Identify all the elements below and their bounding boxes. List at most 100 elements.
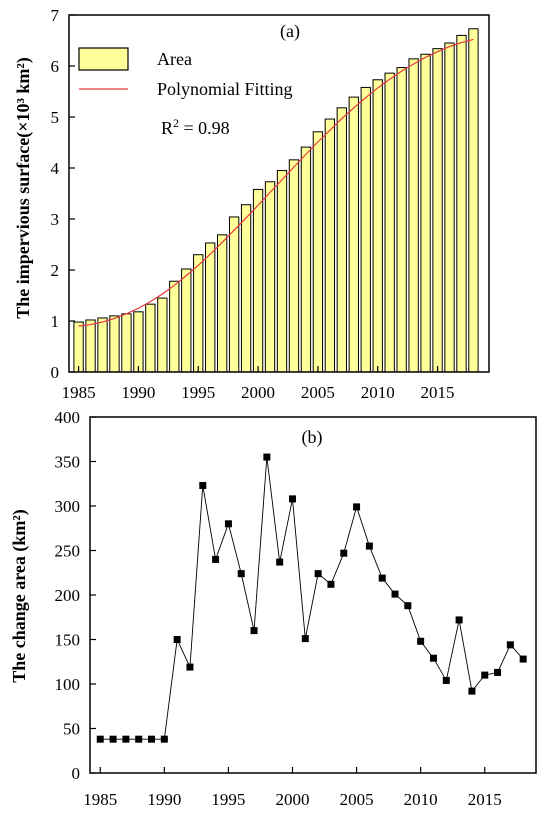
bar-1999 <box>240 204 252 373</box>
x-tick-label: 1985 <box>83 790 117 809</box>
bar-2016 <box>444 42 455 373</box>
y-axis-ticks-a: 0 1 2 3 4 5 6 7 <box>51 6 75 382</box>
bar-1989 <box>121 313 132 373</box>
bar-1990 <box>133 311 144 373</box>
bar-1986 <box>85 319 96 373</box>
point-2000 <box>288 495 296 503</box>
x-tick-label: 2010 <box>404 790 438 809</box>
y-axis-ticks-b: 0 50 100 150 200 250 300 350 400 <box>55 408 96 783</box>
point-2017 <box>506 641 514 649</box>
bar-1995 <box>193 254 204 373</box>
point-2016 <box>494 668 502 676</box>
point-2015 <box>481 671 489 679</box>
bar-2006 <box>324 118 336 373</box>
r-squared-value: = 0.98 <box>179 118 230 138</box>
point-2004 <box>340 549 348 557</box>
y-tick-label: 3 <box>51 210 60 229</box>
y-tick-label: 4 <box>51 159 60 178</box>
bar-2009 <box>360 86 371 373</box>
plot-frame-b <box>89 416 537 774</box>
x-axis-ticks-b: 1985 1990 1995 2000 2005 2010 2015 <box>83 767 502 809</box>
point-1991 <box>173 636 181 643</box>
bar-1985 <box>73 321 84 373</box>
bar-2002 <box>276 170 288 373</box>
point-2007 <box>378 574 386 582</box>
x-axis-ticks-a: 1985 1990 1995 2000 2005 2010 2015 <box>62 366 455 402</box>
bar-2012 <box>396 67 407 373</box>
bar-2014 <box>420 53 431 373</box>
point-2014 <box>468 687 476 695</box>
point-1998 <box>263 453 271 461</box>
y-axis-title-a: The impervious surface(×10³ km²) <box>13 57 34 319</box>
point-2008 <box>391 590 399 598</box>
point-2001 <box>301 635 309 643</box>
bar-2010 <box>372 79 383 373</box>
bar-2017 <box>456 34 467 373</box>
point-2013 <box>455 616 463 624</box>
x-tick-label: 2000 <box>241 383 275 402</box>
y-tick-label: 350 <box>55 453 81 472</box>
legend-label-area: Area <box>157 49 192 69</box>
point-2018 <box>519 655 527 663</box>
bar-2008 <box>348 96 359 373</box>
x-tick-label: 1995 <box>211 790 245 809</box>
bar-2018 <box>468 28 479 373</box>
bar-2000 <box>252 188 264 373</box>
bar-2015 <box>432 48 443 373</box>
point-1995 <box>224 520 232 528</box>
y-tick-label: 0 <box>72 764 81 783</box>
point-1985 <box>96 735 104 743</box>
change-area-line <box>100 456 524 740</box>
point-2009 <box>404 602 412 610</box>
bar-1988 <box>109 315 120 373</box>
y-tick-label: 200 <box>55 586 81 605</box>
x-tick-label: 2000 <box>275 790 309 809</box>
bar-series-area <box>73 28 479 373</box>
bar-1996 <box>205 242 216 373</box>
bar-2005 <box>312 131 324 373</box>
polynomial-fit-line <box>78 38 474 327</box>
x-tick-label: 1985 <box>62 383 96 402</box>
bar-2004 <box>300 146 312 373</box>
point-1989 <box>148 735 156 743</box>
bar-1998 <box>228 216 240 373</box>
y-tick-label: 100 <box>55 675 81 694</box>
bar-1991 <box>145 303 156 373</box>
plot-frame-a <box>68 14 490 373</box>
point-1996 <box>237 570 245 578</box>
point-2002 <box>314 570 322 578</box>
r-squared-symbol: R <box>161 118 173 138</box>
x-tick-label: 2015 <box>468 790 502 809</box>
x-tick-label: 2005 <box>301 383 335 402</box>
point-1988 <box>135 735 143 743</box>
point-2003 <box>327 580 335 588</box>
bar-1987 <box>97 317 108 373</box>
bar-1997 <box>216 234 228 373</box>
legend-a: Area Polynomial Fitting <box>78 47 293 99</box>
x-tick-label: 1995 <box>181 383 215 402</box>
point-2011 <box>429 654 437 662</box>
point-1986 <box>109 735 117 743</box>
y-tick-label: 7 <box>51 6 60 25</box>
x-tick-label: 2015 <box>421 383 455 402</box>
panel-label-a: (a) <box>280 21 300 42</box>
y-tick-label: 300 <box>55 497 81 516</box>
bar-1993 <box>169 280 180 373</box>
point-2005 <box>353 503 361 511</box>
x-tick-label: 1990 <box>121 383 155 402</box>
point-1994 <box>212 555 220 563</box>
point-1999 <box>276 558 284 566</box>
x-tick-label: 1990 <box>147 790 181 809</box>
y-tick-label: 0 <box>51 363 60 382</box>
point-1990 <box>160 735 168 743</box>
r-squared-superscript: 2 <box>173 116 179 130</box>
y-tick-label: 6 <box>51 57 60 76</box>
bar-2007 <box>336 107 347 373</box>
bar-2003 <box>288 159 300 373</box>
bar-2001 <box>264 181 276 373</box>
y-tick-label: 1 <box>51 312 60 331</box>
y-axis-title-b: The change area (km²) <box>9 509 30 683</box>
point-1992 <box>186 663 194 671</box>
bar-1994 <box>181 268 192 373</box>
